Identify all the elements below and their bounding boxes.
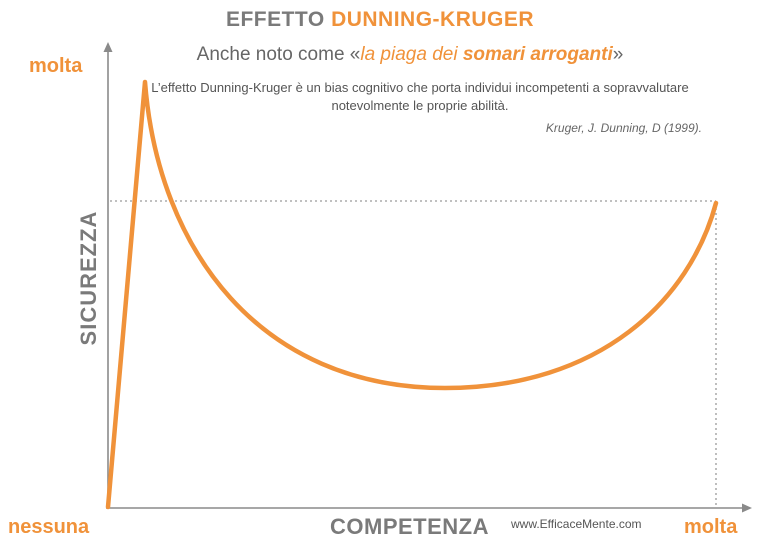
description: L’effetto Dunning-Kruger è un bias cogni… [151,80,689,113]
subtitle-italic: la piaga dei [360,44,463,65]
confidence-curve [105,79,719,510]
title-part-1: EFFETTO [225,8,325,31]
y-axis-top-label: molta [29,55,83,77]
origin-label: nessuna [8,516,90,538]
subtitle-suffix: » [612,44,624,65]
title-part-2: DUNNING-KRUGER [331,8,535,31]
website-link[interactable]: www.EfficaceMente.com [511,517,642,531]
subtitle-bold: somari arroganti [462,44,613,65]
y-axis-arrow [103,42,113,52]
x-axis-arrow [742,503,752,513]
subtitle: Anche noto come «la piaga dei somari arr… [0,44,760,66]
y-axis-label-text: SICUREZZA [76,210,101,346]
x-axis-label: COMPETENZA [330,514,489,539]
x-axis-right-label: molta [684,516,738,538]
chart-title: EFFETTO DUNNING-KRUGER [0,8,760,32]
subtitle-prefix: Anche noto come « [196,44,361,65]
citation: Kruger, J. Dunning, D (1999). [545,121,702,135]
y-axis-label: SICUREZZA [74,211,104,346]
